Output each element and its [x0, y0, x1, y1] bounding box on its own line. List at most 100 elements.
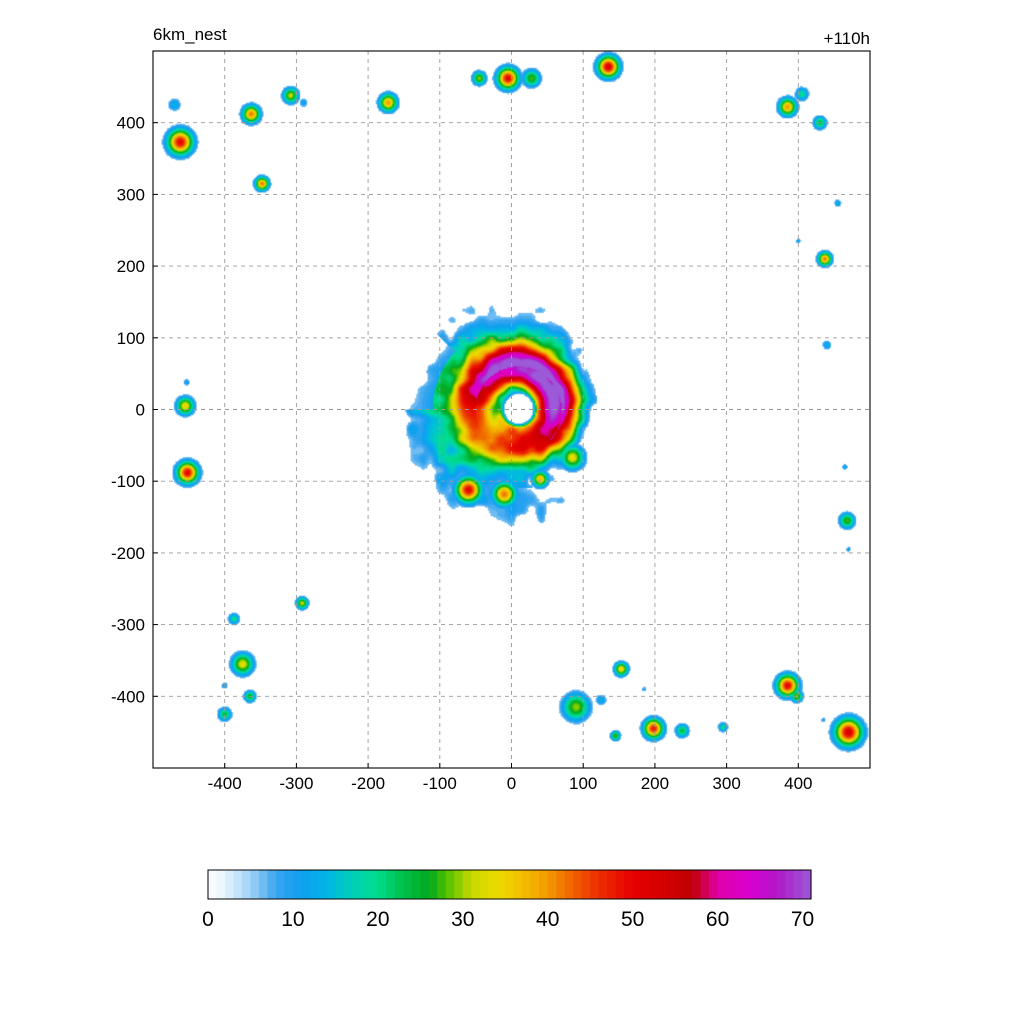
colorbar-cell [326, 870, 336, 899]
y-tick-label: 0 [136, 401, 145, 420]
colorbar-cell [233, 870, 243, 899]
colorbar-cell [224, 870, 235, 899]
colorbar-cell [352, 870, 362, 899]
colorbar-cell [258, 870, 269, 899]
colorbar-tick-label: 70 [791, 908, 814, 931]
colorbar-cell [513, 870, 523, 899]
colorbar-tick-label: 20 [366, 908, 389, 931]
colorbar-cell [547, 870, 557, 899]
colorbar: 0 10 20 30 40 50 60 70 [202, 869, 814, 931]
y-tick-label: -200 [111, 544, 145, 563]
colorbar-cell [377, 870, 387, 899]
colorbar-cell [292, 870, 303, 899]
colorbar-cell [403, 870, 413, 899]
x-tick-label: -200 [351, 774, 385, 793]
forecast-hour-label: +110h [824, 29, 870, 48]
colorbar-cell [428, 870, 438, 899]
colorbar-cell [615, 870, 625, 899]
colorbar-cell [607, 870, 617, 899]
colorbar-cell [437, 870, 447, 899]
colorbar-cell [208, 870, 218, 899]
colorbar-cell [692, 870, 702, 899]
y-tick-label: -100 [111, 472, 145, 491]
colorbar-cell [658, 870, 668, 899]
colorbar-cell [743, 870, 753, 899]
colorbar-cell [700, 870, 710, 899]
colorbar-cell [785, 870, 795, 899]
colorbar-cell [496, 870, 506, 899]
x-tick-label: 400 [784, 774, 812, 793]
colorbar-cell [556, 870, 566, 899]
colorbar-cell [250, 870, 260, 899]
x-tick-label: 100 [569, 774, 597, 793]
colorbar-cell [522, 870, 532, 899]
x-tick-label: -400 [208, 774, 242, 793]
x-axis: -400 -300 -200 -100 0 100 200 300 400 [208, 763, 812, 793]
colorbar-cell [267, 870, 277, 899]
colorbar-cell [794, 870, 804, 899]
colorbar-tick-label: 10 [281, 908, 304, 931]
colorbar-cell [479, 870, 489, 899]
colorbar-tick-label: 0 [202, 908, 214, 931]
colorbar-cell [275, 870, 286, 899]
reflectivity-field [153, 51, 870, 768]
colorbar-cell [649, 870, 659, 899]
x-tick-label: 300 [712, 774, 740, 793]
y-tick-label: -400 [111, 687, 145, 706]
colorbar-cell [386, 870, 396, 899]
colorbar-cell [726, 870, 736, 899]
colorbar-cell [632, 870, 642, 899]
colorbar-tick-label: 60 [706, 908, 729, 931]
colorbar-cell [445, 870, 455, 899]
x-tick-label: -300 [279, 774, 313, 793]
colorbar-cell [581, 870, 591, 899]
colorbar-tick-label: 30 [451, 908, 474, 931]
colorbar-cell [590, 870, 600, 899]
x-tick-label: 200 [641, 774, 669, 793]
colorbar-tick-label: 50 [621, 908, 644, 931]
colorbar-tick-label: 40 [536, 908, 559, 931]
colorbar-cell [564, 870, 574, 899]
colorbar-cell [717, 870, 727, 899]
x-tick-label: 0 [507, 774, 516, 793]
y-tick-label: 200 [117, 257, 145, 276]
colorbar-cell [301, 870, 311, 899]
colorbar-cell [530, 870, 540, 899]
colorbar-cell [454, 870, 464, 899]
colorbar-cell [360, 870, 370, 899]
colorbar-cell [760, 870, 770, 899]
colorbar-cell [471, 870, 481, 899]
plot-frame [152, 50, 871, 769]
colorbar-cell [683, 870, 693, 899]
colorbar-cell [343, 870, 353, 899]
colorbar-cell [751, 870, 761, 899]
colorbar-cell [462, 870, 472, 899]
y-tick-label: 400 [117, 114, 145, 133]
domain-label: 6km_nest [153, 25, 227, 44]
colorbar-cell [624, 870, 634, 899]
y-tick-label: 100 [117, 329, 145, 348]
colorbar-cell [641, 870, 651, 899]
colorbar-cell [488, 870, 498, 899]
colorbar-cell [369, 870, 379, 899]
colorbar-cell [216, 870, 226, 899]
colorbar-cell [768, 870, 778, 899]
colorbar-cell [505, 870, 515, 899]
colorbar-cell [675, 870, 685, 899]
colorbar-cell [734, 870, 744, 899]
colorbar-cell [573, 870, 583, 899]
colorbar-cell [802, 870, 812, 899]
colorbar-cell [284, 870, 294, 899]
colorbar-cell [309, 870, 320, 899]
x-tick-label: -100 [423, 774, 457, 793]
colorbar-cell [394, 870, 404, 899]
colorbar-cell [318, 870, 328, 899]
colorbar-cell [777, 870, 787, 899]
colorbar-cell [335, 870, 345, 899]
colorbar-cell [539, 870, 549, 899]
colorbar-cell [709, 870, 719, 899]
colorbar-cell [241, 870, 252, 899]
y-axis: -400 -300 -200 -100 0 100 200 300 400 [111, 114, 158, 706]
y-tick-label: 300 [117, 185, 145, 204]
